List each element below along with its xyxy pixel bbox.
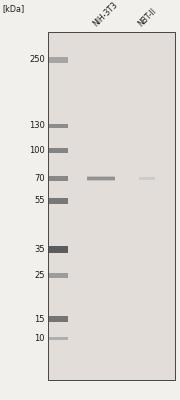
Bar [49, 148, 68, 153]
Bar [87, 176, 115, 178]
Text: NIH-3T3: NIH-3T3 [91, 0, 119, 28]
Text: 100: 100 [29, 146, 45, 155]
Text: 70: 70 [34, 174, 45, 183]
Text: 10: 10 [35, 334, 45, 343]
Bar [140, 178, 155, 180]
Text: 25: 25 [35, 271, 45, 280]
Bar [49, 176, 68, 181]
Bar [48, 32, 175, 380]
Text: NBT-II: NBT-II [137, 6, 159, 28]
Bar [87, 179, 115, 181]
Bar [49, 246, 68, 253]
Text: 250: 250 [29, 55, 45, 64]
Text: 35: 35 [34, 245, 45, 254]
Bar [87, 178, 115, 180]
Bar [49, 316, 68, 322]
Bar [49, 336, 68, 340]
Text: 130: 130 [29, 122, 45, 130]
Bar [49, 124, 68, 128]
Text: [kDa]: [kDa] [2, 4, 24, 13]
Bar [49, 273, 68, 278]
Text: 55: 55 [35, 196, 45, 205]
Bar [49, 198, 68, 204]
Text: 15: 15 [35, 314, 45, 324]
Bar [49, 57, 68, 63]
